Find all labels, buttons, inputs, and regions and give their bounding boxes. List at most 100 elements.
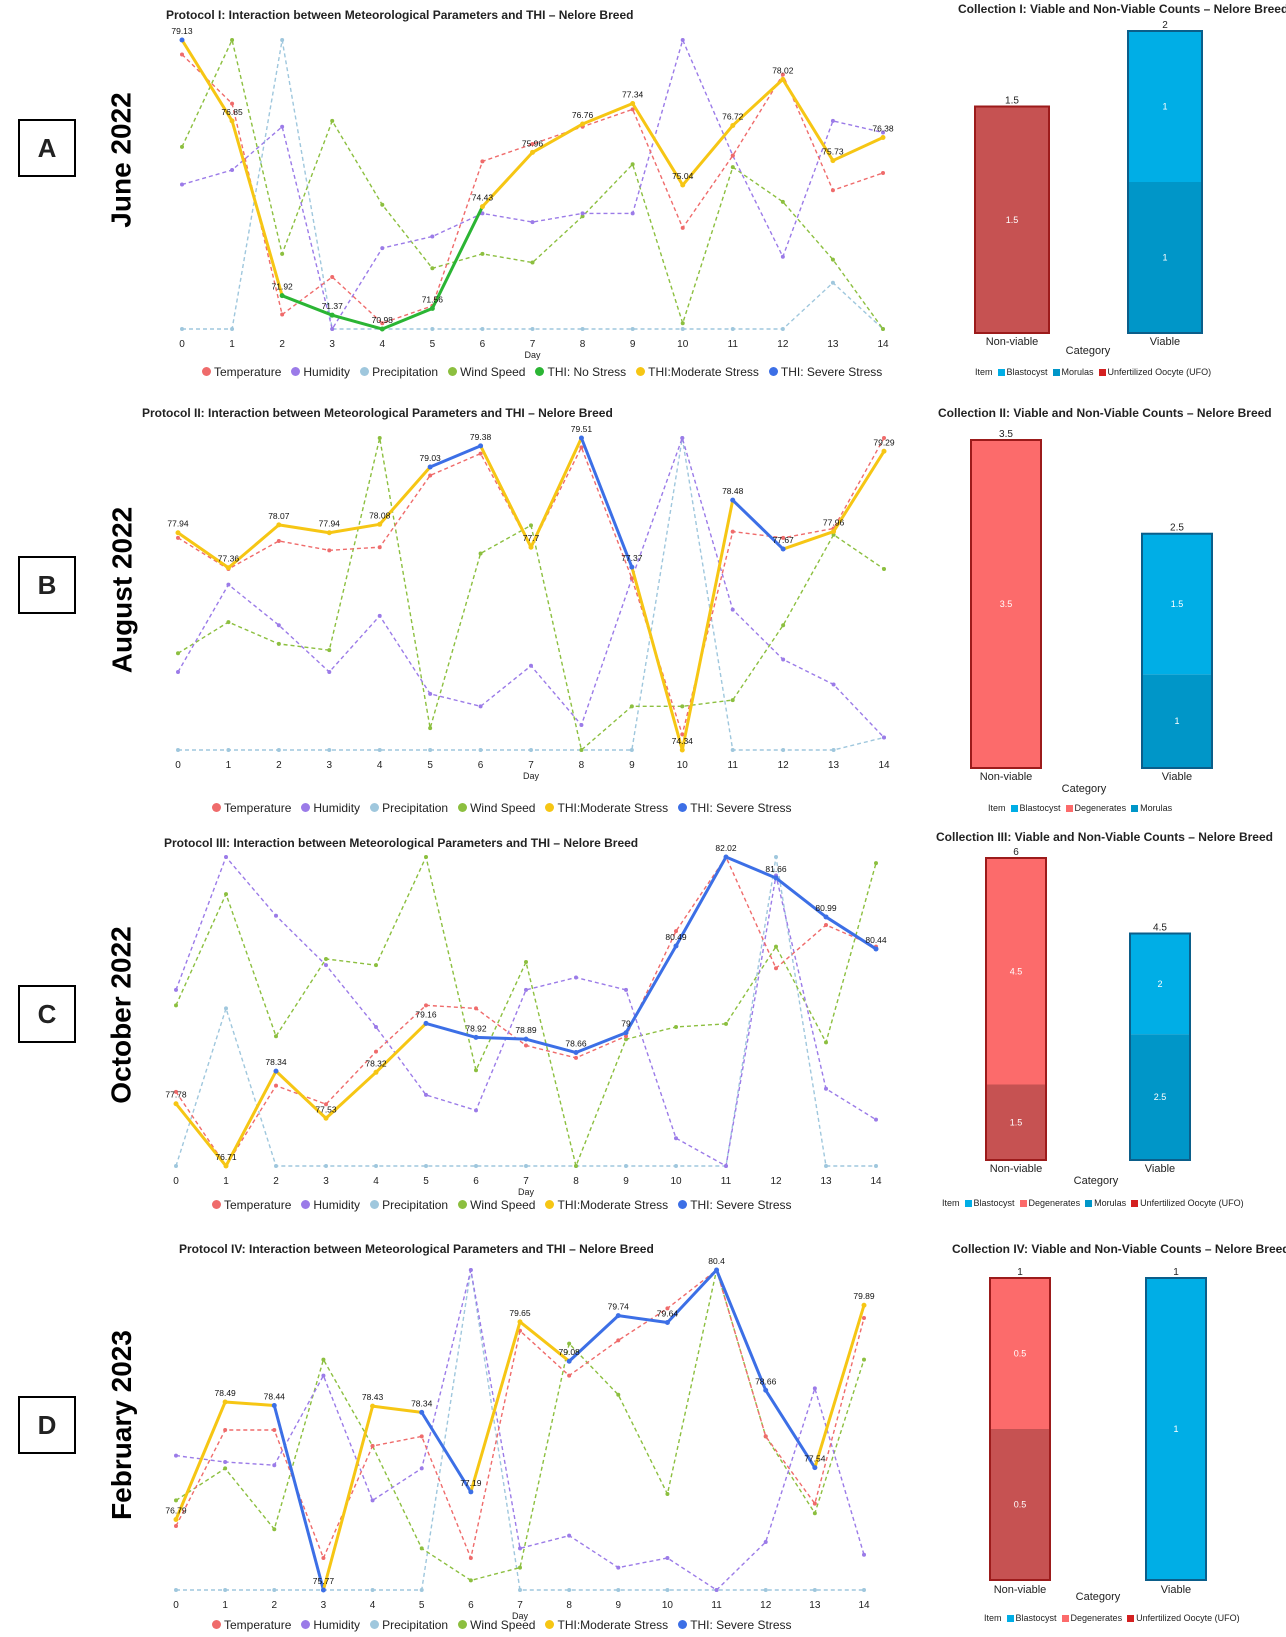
bar-legend: Item Blastocyst Degenerates Morulas: [988, 803, 1172, 813]
x-tick-label: 3: [327, 760, 333, 771]
legend-label: Humidity: [303, 365, 351, 379]
humidity-point: [624, 987, 628, 992]
precipitation-point: [474, 1164, 478, 1168]
legend-label: Humidity: [313, 1618, 361, 1632]
precipitation-point: [480, 327, 485, 331]
humidity-point: [665, 1556, 670, 1560]
thi-data-label: 77.36: [218, 554, 240, 564]
temperature-point: [774, 966, 778, 971]
x-tick-label: 5: [430, 339, 436, 350]
wind-point: [730, 698, 735, 703]
wind-point: [374, 963, 378, 968]
precipitation-series: [175, 856, 876, 1167]
thi-segment: [781, 77, 835, 163]
bar-segment: [975, 106, 1049, 333]
humidity-point: [272, 1463, 277, 1468]
bar-chart: 1.5 1.5 Non-viable 1 1 2 Viable Category: [974, 20, 1203, 357]
thi-point: [329, 312, 335, 318]
x-axis-label: Category: [1076, 1591, 1121, 1603]
category-label: Non-viable: [980, 771, 1033, 783]
thi-segment: [330, 313, 384, 331]
bar-chart: 0.5 0.5 1 Non-viable 1 1 Viable Category: [989, 1267, 1207, 1603]
thi-point: [320, 1587, 326, 1593]
humidity-point: [714, 1588, 719, 1592]
precipitation-point: [874, 1164, 878, 1168]
thi-segment: [324, 1070, 378, 1120]
thi-point: [615, 1313, 621, 1319]
bar-legend: Item Blastocyst Degenerates Morulas Unfertil…: [942, 1198, 1244, 1208]
thi-point: [578, 435, 584, 441]
x-tick-label: 3: [321, 1600, 327, 1611]
thi-segment: [529, 436, 583, 549]
panel-d: D February 2023 Protocol IV: Interaction…: [0, 1240, 1286, 1637]
temperature-point: [180, 52, 184, 57]
legend-label: Unfertilized Oocyte (UFO): [1107, 367, 1212, 377]
humidity-point: [424, 1092, 428, 1097]
thi-data-label: 78.66: [565, 1039, 587, 1049]
thi-point: [229, 118, 235, 124]
wind-point: [327, 648, 332, 653]
precipitation-point: [374, 1164, 378, 1168]
precipitation-point: [830, 280, 835, 285]
legend-item: THI:Moderate Stress: [539, 1198, 668, 1212]
thi-segment: [430, 205, 484, 310]
thi-point: [780, 76, 786, 82]
humidity-point: [274, 913, 278, 918]
precipitation-point: [781, 748, 786, 752]
temperature-point: [824, 922, 828, 927]
thi-segment: [624, 944, 678, 1035]
x-axis-label: Category: [1062, 783, 1107, 795]
thi-point: [478, 443, 484, 449]
x-tick-label: 3: [329, 339, 335, 350]
precipitation-point: [580, 327, 585, 331]
x-tick-label: 7: [528, 760, 534, 771]
legend-label: THI:Moderate Stress: [557, 1198, 669, 1212]
thi-data-label: 70.98: [372, 315, 394, 325]
thi-data-label: 76.38: [872, 124, 894, 134]
legend-marker: [202, 367, 211, 376]
precipitation-point: [567, 1588, 572, 1592]
temperature-point: [882, 436, 886, 440]
legend-label: Precipitation: [382, 801, 449, 815]
humidity-point: [862, 1552, 866, 1557]
thi-segment: [327, 522, 382, 535]
thi-segment: [180, 38, 234, 123]
legend-marker: [212, 1620, 221, 1629]
x-tick-label: 10: [677, 760, 689, 771]
thi-point: [173, 1517, 179, 1523]
line-legend: Temperature Humidity Precipitation Wind Spe…: [206, 1198, 792, 1212]
thi-segment: [518, 1320, 571, 1363]
thi-point: [714, 1267, 720, 1273]
legend-item: THI: No Stress: [529, 365, 626, 379]
legend-label: Wind Speed: [470, 1618, 536, 1632]
line-legend: Temperature Humidity Precipitation Wind Spe…: [206, 801, 792, 815]
temperature-point: [176, 535, 180, 540]
precipitation-point: [774, 855, 778, 859]
wind-point: [874, 861, 878, 866]
bar-segment-label: 1: [1173, 1424, 1178, 1434]
panel-a: A June 2022 Protocol I: Interaction betw…: [0, 0, 1286, 400]
precipitation-series: [176, 1269, 864, 1591]
temperature-point: [812, 1501, 817, 1506]
wind-point: [174, 1003, 178, 1008]
legend-marker: [360, 367, 370, 376]
humidity-point: [428, 691, 433, 696]
thi-point: [279, 293, 285, 299]
thi-point: [276, 522, 282, 528]
wind-point: [474, 1068, 478, 1073]
bar-chart-title: Collection I: Viable and Non-Viable Coun…: [958, 2, 1286, 16]
precipitation-point: [478, 748, 483, 752]
precipitation-point: [276, 748, 281, 752]
thi-segment: [176, 531, 230, 570]
thi-data-label: 79.16: [415, 1009, 437, 1019]
thi-point: [429, 305, 435, 311]
legend-item: THI:Moderate Stress: [539, 1618, 668, 1632]
line-chart: 0 1 2 3 4 5 6 7 8 9 10 11 12 13 14Day79.1376.8571.9271…: [171, 26, 894, 360]
thi-data-label: 79.65: [509, 1308, 531, 1318]
wind-point: [862, 1357, 866, 1362]
wind-point: [881, 327, 885, 331]
temperature-point: [616, 1338, 621, 1343]
legend-label: Unfertilized Oocyte (UFO): [1140, 1198, 1244, 1208]
bar-segment: [1146, 1278, 1206, 1580]
legend-title: Item: [984, 1613, 1002, 1623]
